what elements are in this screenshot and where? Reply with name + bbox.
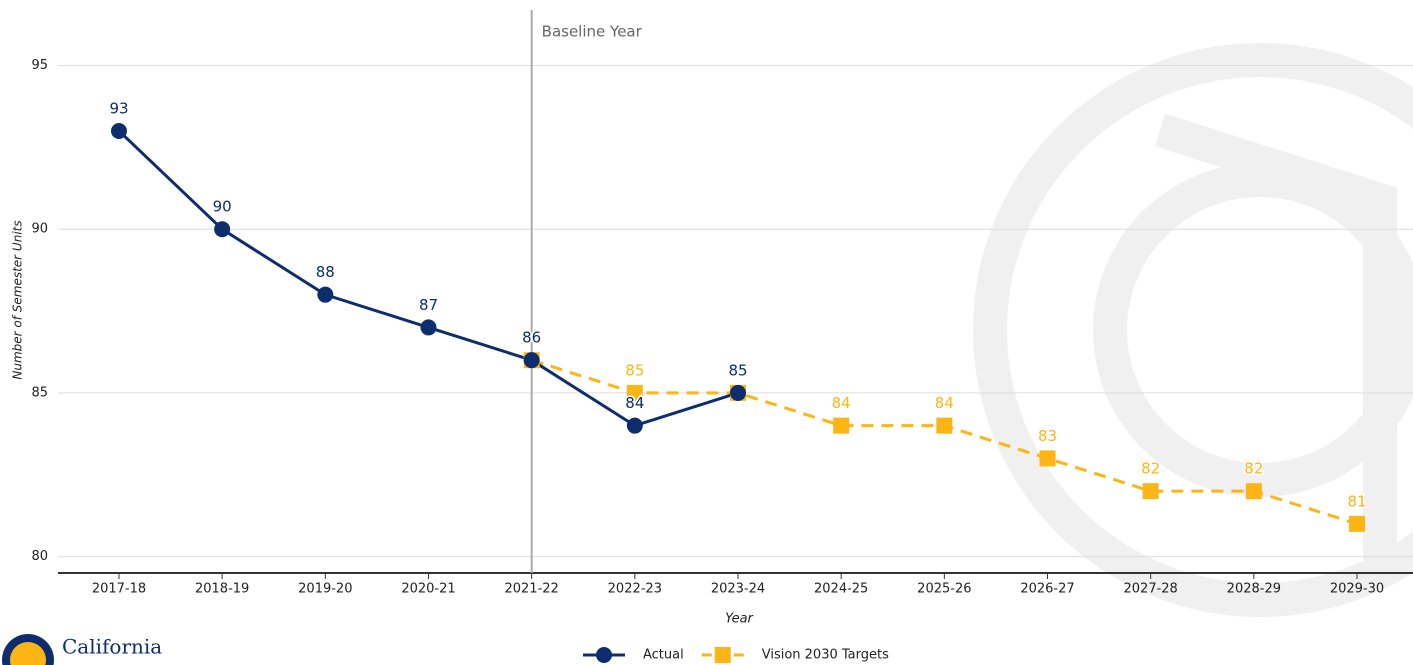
legend-marker [596, 647, 612, 663]
data-label: 86 [522, 329, 541, 347]
data-label: 84 [832, 394, 851, 412]
x-tick-label: 2021-22 [504, 582, 558, 597]
data-label: 85 [728, 361, 747, 379]
data-label: 84 [935, 394, 954, 412]
baseline-label: Baseline Year [542, 23, 643, 41]
x-tick-label: 2020-21 [401, 582, 455, 597]
data-label: 90 [213, 198, 232, 216]
marker [1349, 515, 1366, 532]
x-tick-label: 2024-25 [814, 582, 868, 597]
y-tick-label: 90 [31, 222, 48, 237]
data-label: 85 [728, 361, 747, 379]
y-tick-label: 95 [31, 58, 48, 73]
marker [1142, 483, 1159, 500]
x-axis-label: Year [725, 612, 754, 627]
x-tick-label: 2025-26 [917, 582, 971, 597]
data-label: 81 [1347, 492, 1366, 510]
marker [626, 417, 643, 434]
logo: California [2, 634, 162, 665]
marker [936, 417, 953, 434]
x-tick-label: 2028-29 [1227, 582, 1281, 597]
data-label: 82 [1244, 460, 1263, 478]
data-label: 88 [316, 263, 335, 281]
marker [523, 352, 540, 369]
marker [1039, 450, 1056, 467]
data-label: 87 [419, 296, 438, 314]
data-label: 93 [109, 99, 128, 117]
watermark [973, 43, 1413, 617]
series-line [531, 358, 1358, 526]
data-label: 83 [1038, 427, 1057, 445]
logo-text: California [62, 635, 162, 659]
marker [626, 384, 643, 401]
x-tick-label: 2022-23 [608, 582, 662, 597]
marker [317, 286, 334, 303]
data-label: 82 [1141, 460, 1160, 478]
y-tick-label: 85 [31, 385, 48, 400]
marker [214, 221, 231, 238]
x-tick-label: 2027-28 [1124, 582, 1178, 597]
x-tick-label: 2026-27 [1020, 582, 1074, 597]
x-tick-label: 2029-30 [1330, 582, 1384, 597]
marker [1245, 483, 1262, 500]
legend-label: Actual [643, 648, 684, 663]
y-tick-label: 80 [31, 549, 48, 564]
data-label: 86 [522, 329, 541, 347]
data-label: 85 [625, 361, 644, 379]
x-tick-label: 2017-18 [92, 582, 146, 597]
x-tick-label: 2019-20 [298, 582, 352, 597]
data-label: 84 [625, 394, 644, 412]
x-tick-label: 2018-19 [195, 582, 249, 597]
legend-label: Vision 2030 Targets [762, 648, 889, 663]
series-line [117, 129, 739, 428]
marker [833, 417, 850, 434]
y-axis-label: Number of Semester Units [11, 220, 25, 379]
marker [420, 319, 437, 336]
marker [110, 122, 127, 139]
x-tick-label: 2023-24 [711, 582, 765, 597]
legend-marker [714, 647, 731, 663]
marker [730, 384, 746, 401]
